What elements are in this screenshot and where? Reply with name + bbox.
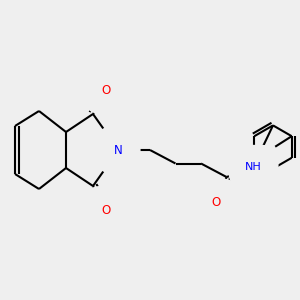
Text: O: O — [102, 203, 111, 217]
Text: NH: NH — [245, 161, 262, 172]
Text: O: O — [102, 83, 111, 97]
Text: N: N — [114, 143, 123, 157]
Text: O: O — [212, 196, 220, 209]
